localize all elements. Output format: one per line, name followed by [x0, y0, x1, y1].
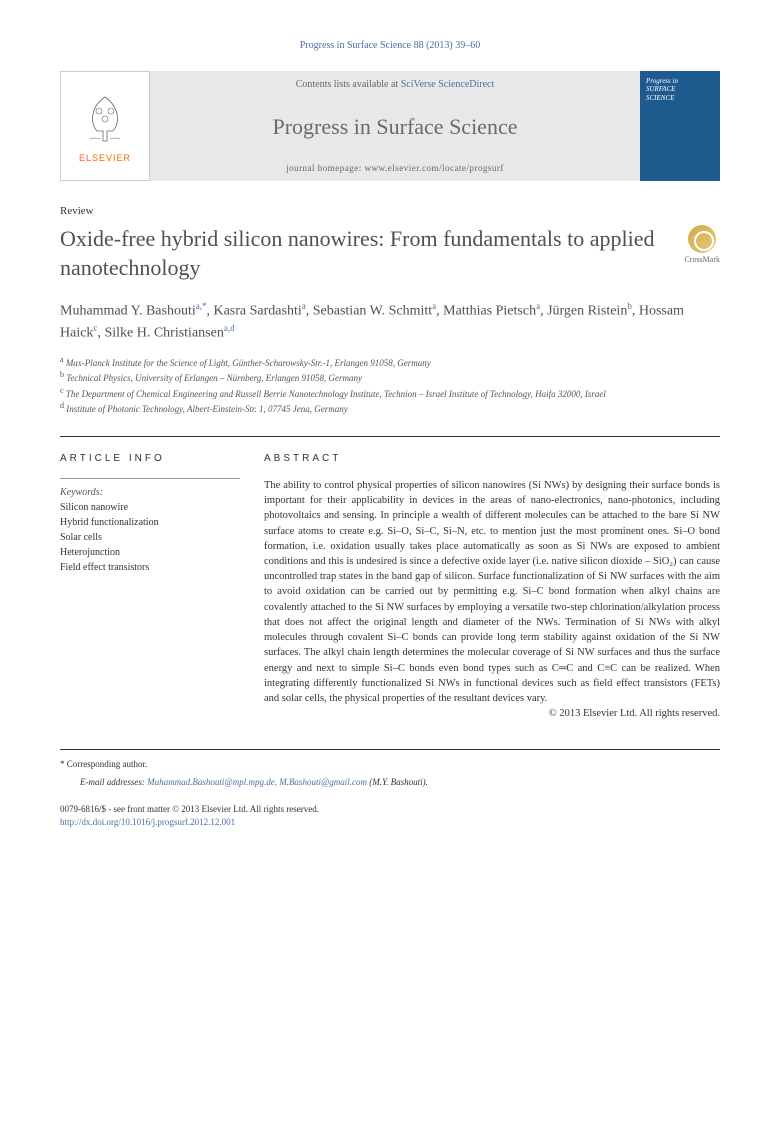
- publisher-name: ELSEVIER: [79, 153, 131, 163]
- author-name: Sebastian W. Schmitt: [313, 304, 432, 319]
- crossmark-label: CrossMark: [684, 255, 720, 264]
- keywords-block: Keywords: Silicon nanowireHybrid functio…: [60, 478, 240, 575]
- journal-cover-thumbnail: Progress in SURFACE SCIENCE: [640, 71, 720, 181]
- title-row: Oxide-free hybrid silicon nanowires: Fro…: [60, 225, 720, 282]
- keywords-label: Keywords:: [60, 485, 240, 500]
- corresp-text: Corresponding author.: [67, 759, 148, 769]
- homepage-url: www.elsevier.com/locate/progsurf: [365, 163, 504, 173]
- crossmark-icon: [688, 225, 716, 253]
- homepage-label: journal homepage:: [286, 163, 362, 173]
- corresponding-author-note: * Corresponding author.: [60, 758, 720, 772]
- elsevier-tree-icon: [75, 89, 135, 149]
- affiliations-list: a Max-Planck Institute for the Science o…: [60, 354, 720, 416]
- journal-banner: ELSEVIER Contents lists available at Sci…: [60, 71, 720, 181]
- author-name: Kasra Sardashti: [213, 304, 301, 319]
- bottom-metadata: 0079-6816/$ - see front matter © 2013 El…: [60, 803, 720, 828]
- author-name: Jürgen Ristein: [547, 304, 627, 319]
- keyword-item: Heterojunction: [60, 545, 240, 560]
- issn-copyright-line: 0079-6816/$ - see front matter © 2013 El…: [60, 803, 720, 816]
- corresp-marker: *: [60, 759, 65, 769]
- author-name: Muhammad Y. Bashouti: [60, 304, 196, 319]
- article-title: Oxide-free hybrid silicon nanowires: Fro…: [60, 225, 684, 282]
- author-affil-sup: a,d: [224, 323, 235, 333]
- email-author-ref: (M.Y. Bashouti).: [369, 777, 428, 787]
- author-email-link[interactable]: Muhammad.Bashouti@mpl.mpg.de, M.Bashouti…: [147, 777, 367, 787]
- article-info-column: ARTICLE INFO Keywords: Silicon nanowireH…: [60, 453, 240, 719]
- doi-link[interactable]: http://dx.doi.org/10.1016/j.progsurf.201…: [60, 817, 235, 827]
- email-line: E-mail addresses: Muhammad.Bashouti@mpl.…: [80, 776, 720, 790]
- authors-list: Muhammad Y. Bashoutia,*, Kasra Sardashti…: [60, 300, 720, 343]
- keyword-item: Solar cells: [60, 530, 240, 545]
- article-type: Review: [60, 205, 720, 217]
- author-affil-sup: c: [93, 323, 97, 333]
- footer-block: * Corresponding author. E-mail addresses…: [60, 749, 720, 828]
- affiliation-line: d Institute of Photonic Technology, Albe…: [60, 400, 720, 416]
- author-affil-sup: a: [302, 301, 306, 311]
- keyword-item: Field effect transistors: [60, 560, 240, 575]
- author-affil-sup: a: [536, 301, 540, 311]
- abstract-copyright: © 2013 Elsevier Ltd. All rights reserved…: [264, 708, 720, 719]
- crossmark-badge[interactable]: CrossMark: [684, 225, 720, 264]
- author-affil-sup: b: [627, 301, 632, 311]
- contents-available-line: Contents lists available at SciVerse Sci…: [166, 79, 624, 90]
- cover-line3: SCIENCE: [646, 94, 674, 102]
- keywords-list: Silicon nanowireHybrid functionalization…: [60, 500, 240, 575]
- sciencedirect-link[interactable]: SciVerse ScienceDirect: [401, 79, 495, 90]
- cover-line1: Progress in: [646, 77, 678, 85]
- author-affil-sup: a: [432, 301, 436, 311]
- cover-title: Progress in SURFACE SCIENCE: [646, 77, 714, 102]
- author-affil-sup: a,*: [196, 301, 207, 311]
- citation-header: Progress in Surface Science 88 (2013) 39…: [60, 40, 720, 51]
- affiliation-line: b Technical Physics, University of Erlan…: [60, 369, 720, 385]
- main-columns: ARTICLE INFO Keywords: Silicon nanowireH…: [60, 436, 720, 719]
- author-name: Matthias Pietsch: [443, 304, 536, 319]
- publisher-logo: ELSEVIER: [60, 71, 150, 181]
- journal-name: Progress in Surface Science: [166, 114, 624, 140]
- abstract-column: ABSTRACT The ability to control physical…: [264, 453, 720, 719]
- cover-line2: SURFACE: [646, 85, 675, 93]
- author-name: Silke H. Christiansen: [104, 326, 223, 341]
- email-label: E-mail addresses:: [80, 777, 145, 787]
- banner-center: Contents lists available at SciVerse Sci…: [150, 71, 640, 181]
- abstract-heading: ABSTRACT: [264, 453, 720, 464]
- affiliation-line: a Max-Planck Institute for the Science o…: [60, 354, 720, 370]
- article-info-heading: ARTICLE INFO: [60, 453, 240, 464]
- contents-prefix: Contents lists available at: [296, 79, 398, 90]
- keyword-item: Silicon nanowire: [60, 500, 240, 515]
- keyword-item: Hybrid functionalization: [60, 515, 240, 530]
- abstract-text: The ability to control physical properti…: [264, 478, 720, 706]
- homepage-line: journal homepage: www.elsevier.com/locat…: [166, 163, 624, 173]
- affiliation-line: c The Department of Chemical Engineering…: [60, 385, 720, 401]
